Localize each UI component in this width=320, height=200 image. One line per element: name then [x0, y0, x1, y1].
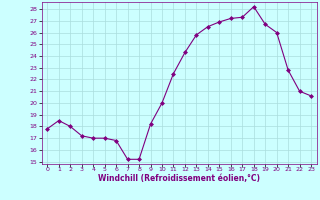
X-axis label: Windchill (Refroidissement éolien,°C): Windchill (Refroidissement éolien,°C) — [98, 174, 260, 183]
